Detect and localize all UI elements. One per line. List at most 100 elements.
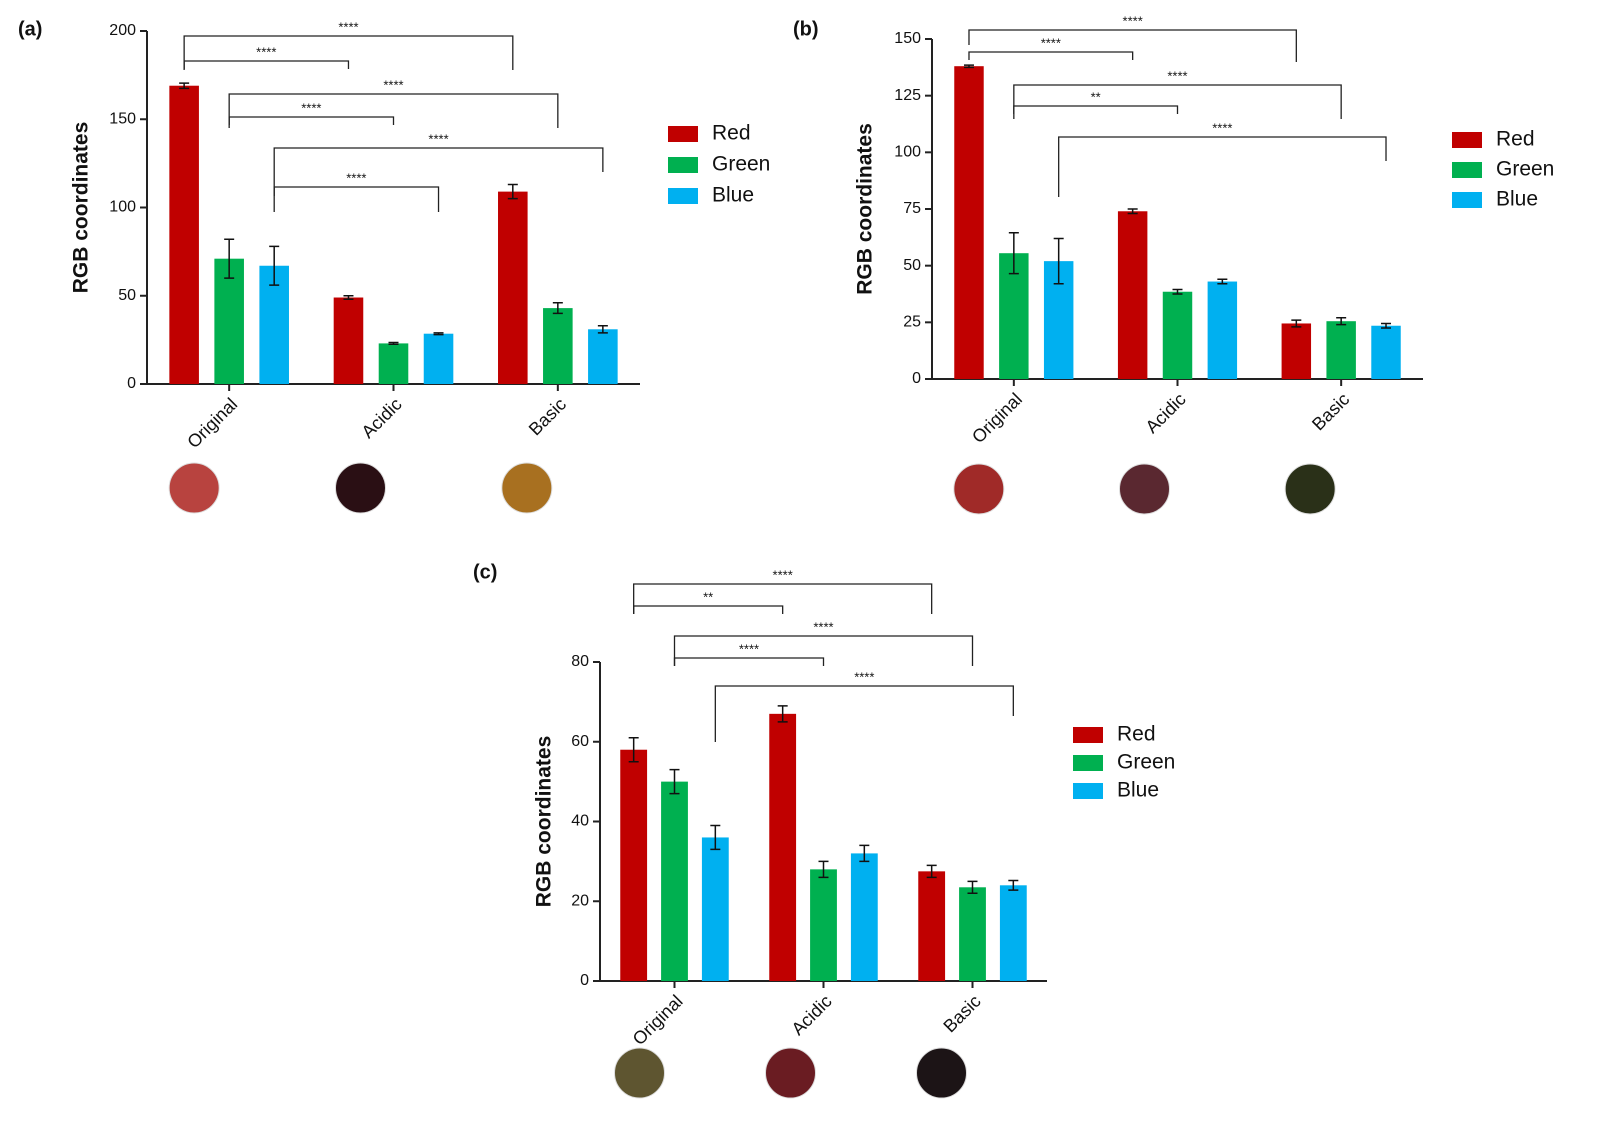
significance-label: ****	[854, 669, 874, 684]
legend-label: Green	[1117, 751, 1175, 774]
legend-swatch	[668, 188, 698, 204]
error-bar	[1336, 317, 1347, 326]
x-tick-label: Original	[183, 394, 241, 452]
error-bar	[433, 332, 444, 336]
error-bar	[269, 245, 280, 286]
bar	[810, 869, 837, 981]
legend-label: Red	[712, 122, 751, 145]
y-tick-label: 40	[571, 813, 589, 830]
legend-swatch	[1073, 783, 1103, 799]
error-bar	[1053, 237, 1064, 285]
y-axis-label: RGB coordinates	[70, 122, 93, 294]
error-bar	[967, 880, 978, 895]
error-bar	[777, 705, 788, 723]
legend-swatch	[668, 126, 698, 142]
error-bar	[1381, 322, 1392, 329]
x-tick-label: Original	[968, 389, 1026, 447]
significance-bracket	[183, 60, 350, 69]
legend-label: Red	[1496, 128, 1535, 151]
y-tick-label: 75	[903, 200, 921, 217]
bar	[423, 333, 454, 384]
significance-bracket	[673, 657, 825, 666]
y-tick-label: 80	[571, 653, 589, 670]
y-axis-label: RGB coordinates	[533, 736, 556, 908]
y-axis-label: RGB coordinates	[854, 123, 877, 295]
legend-label: Blue	[712, 184, 754, 207]
bar	[769, 713, 797, 981]
error-bar	[669, 768, 680, 795]
y-tick-label: 50	[118, 287, 136, 304]
significance-bracket	[273, 186, 440, 212]
y-tick-label: 100	[109, 199, 136, 216]
bar	[918, 871, 946, 981]
significance-label: ****	[739, 641, 759, 656]
significance-label: ****	[428, 131, 448, 146]
sample-swatch	[1119, 463, 1170, 515]
y-tick-label: 60	[571, 733, 589, 750]
legend-swatch	[1073, 755, 1103, 771]
panel: (b) RGB coordinates 0 25 50 75 100 125 150 Origin…	[793, 13, 1554, 515]
y-tick-label: 150	[894, 30, 921, 47]
sample-swatch	[614, 1047, 665, 1099]
panel-label: (a)	[18, 18, 42, 40]
error-bar	[818, 860, 829, 879]
significance-bracket	[1013, 105, 1179, 114]
panel-label: (b)	[793, 18, 819, 40]
legend-swatch	[1452, 162, 1482, 178]
x-tick-label: Basic	[1308, 389, 1353, 434]
significance-label: ****	[346, 170, 366, 185]
bar	[214, 258, 244, 384]
error-bar	[597, 325, 608, 334]
error-bar	[628, 737, 639, 763]
error-bar	[388, 341, 399, 346]
error-bar	[224, 238, 235, 279]
x-tick-label: Acidic	[1142, 389, 1190, 437]
significance-bracket	[183, 35, 514, 70]
bar	[661, 781, 688, 981]
error-bar	[710, 824, 721, 851]
panel-label: (c)	[473, 561, 497, 583]
significance-label: ****	[383, 77, 403, 92]
legend-label: Green	[1496, 158, 1554, 181]
significance-bracket	[968, 29, 1297, 62]
significance-bracket	[968, 51, 1134, 60]
sample-swatch	[953, 463, 1005, 515]
sample-swatch	[335, 462, 386, 514]
significance-bracket	[633, 583, 933, 614]
error-bar	[1172, 288, 1183, 295]
sample-swatch	[1284, 463, 1336, 515]
sample-swatch	[168, 462, 220, 514]
bar	[1326, 321, 1356, 379]
x-tick-label: Acidic	[358, 394, 406, 442]
bar	[850, 853, 878, 981]
bar	[954, 66, 984, 379]
sample-swatch	[765, 1047, 816, 1099]
legend-label: Blue	[1496, 188, 1538, 211]
error-bar	[963, 64, 974, 69]
significance-label: ****	[1123, 13, 1143, 28]
x-tick-label: Basic	[939, 991, 984, 1036]
bar	[169, 85, 199, 384]
legend-swatch	[1452, 192, 1482, 208]
bar	[588, 329, 618, 384]
y-tick-label: 20	[571, 892, 589, 909]
legend-swatch	[668, 157, 698, 173]
significance-label: ****	[773, 567, 793, 582]
significance-bracket	[228, 116, 395, 125]
bar	[620, 749, 648, 981]
error-bar	[552, 302, 563, 315]
bar	[999, 885, 1027, 981]
bar	[1117, 211, 1148, 379]
sample-swatch	[916, 1047, 967, 1099]
error-bar	[926, 864, 937, 879]
bar	[498, 191, 528, 384]
y-tick-label: 0	[127, 375, 136, 392]
y-tick-label: 200	[109, 22, 136, 39]
significance-label: ****	[1167, 68, 1187, 83]
error-bar	[859, 844, 870, 863]
y-tick-label: 50	[903, 257, 921, 274]
error-bar	[179, 82, 190, 90]
bar	[1371, 325, 1401, 379]
significance-label: ****	[1041, 35, 1061, 50]
significance-bracket	[673, 635, 974, 666]
